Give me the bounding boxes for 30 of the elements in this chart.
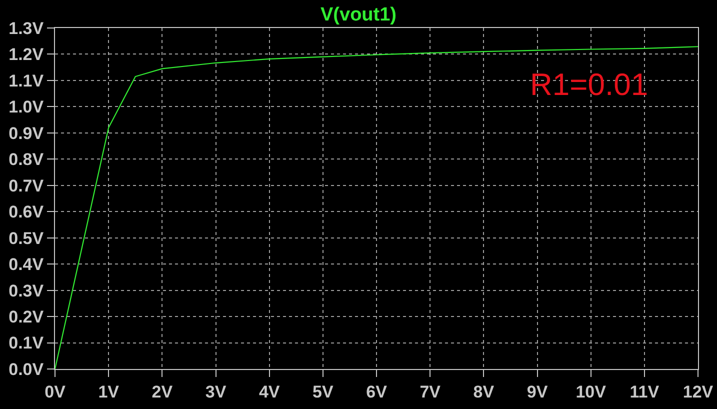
x-tick-label: 1V bbox=[98, 382, 120, 402]
y-tick-label: 0.8V bbox=[8, 150, 44, 170]
line-series bbox=[55, 46, 698, 369]
x-tick-label: 10V bbox=[576, 382, 607, 402]
x-tick-label: 7V bbox=[420, 382, 442, 402]
y-tick-label: 1.3V bbox=[8, 18, 44, 38]
x-tick-label: 11V bbox=[630, 382, 660, 402]
x-tick-label: 6V bbox=[366, 382, 388, 402]
y-tick-label: 1.1V bbox=[8, 71, 44, 90]
y-tick-label: 1.2V bbox=[8, 45, 44, 64]
y-tick-label: 1.0V bbox=[8, 98, 44, 117]
x-tick-label: 3V bbox=[205, 382, 227, 402]
y-tick-label: 0.2V bbox=[8, 307, 44, 326]
x-tick-label: 9V bbox=[526, 382, 548, 402]
y-tick-label: 0.5V bbox=[8, 228, 44, 248]
y-tick-label: 0.3V bbox=[8, 281, 44, 300]
annotation: R1=0.01 bbox=[530, 67, 648, 102]
chart-title: V(vout1) bbox=[320, 4, 396, 26]
y-tick-label: 0.1V bbox=[8, 334, 44, 353]
x-tick-label: 4V bbox=[258, 382, 280, 402]
x-tick-label: 12V bbox=[682, 382, 714, 402]
x-tick-label: 2V bbox=[152, 382, 174, 402]
y-tick-label: 0.4V bbox=[8, 255, 44, 274]
x-tick-label: 0V bbox=[44, 382, 66, 402]
x-tick-label: 5V bbox=[312, 382, 334, 402]
y-tick-label: 0.0V bbox=[8, 360, 44, 379]
y-tick-label: 0.7V bbox=[8, 176, 44, 196]
x-tick-label: 8V bbox=[473, 382, 495, 402]
y-tick-label: 0.6V bbox=[8, 202, 44, 222]
y-tick-label: 0.9V bbox=[8, 124, 44, 143]
